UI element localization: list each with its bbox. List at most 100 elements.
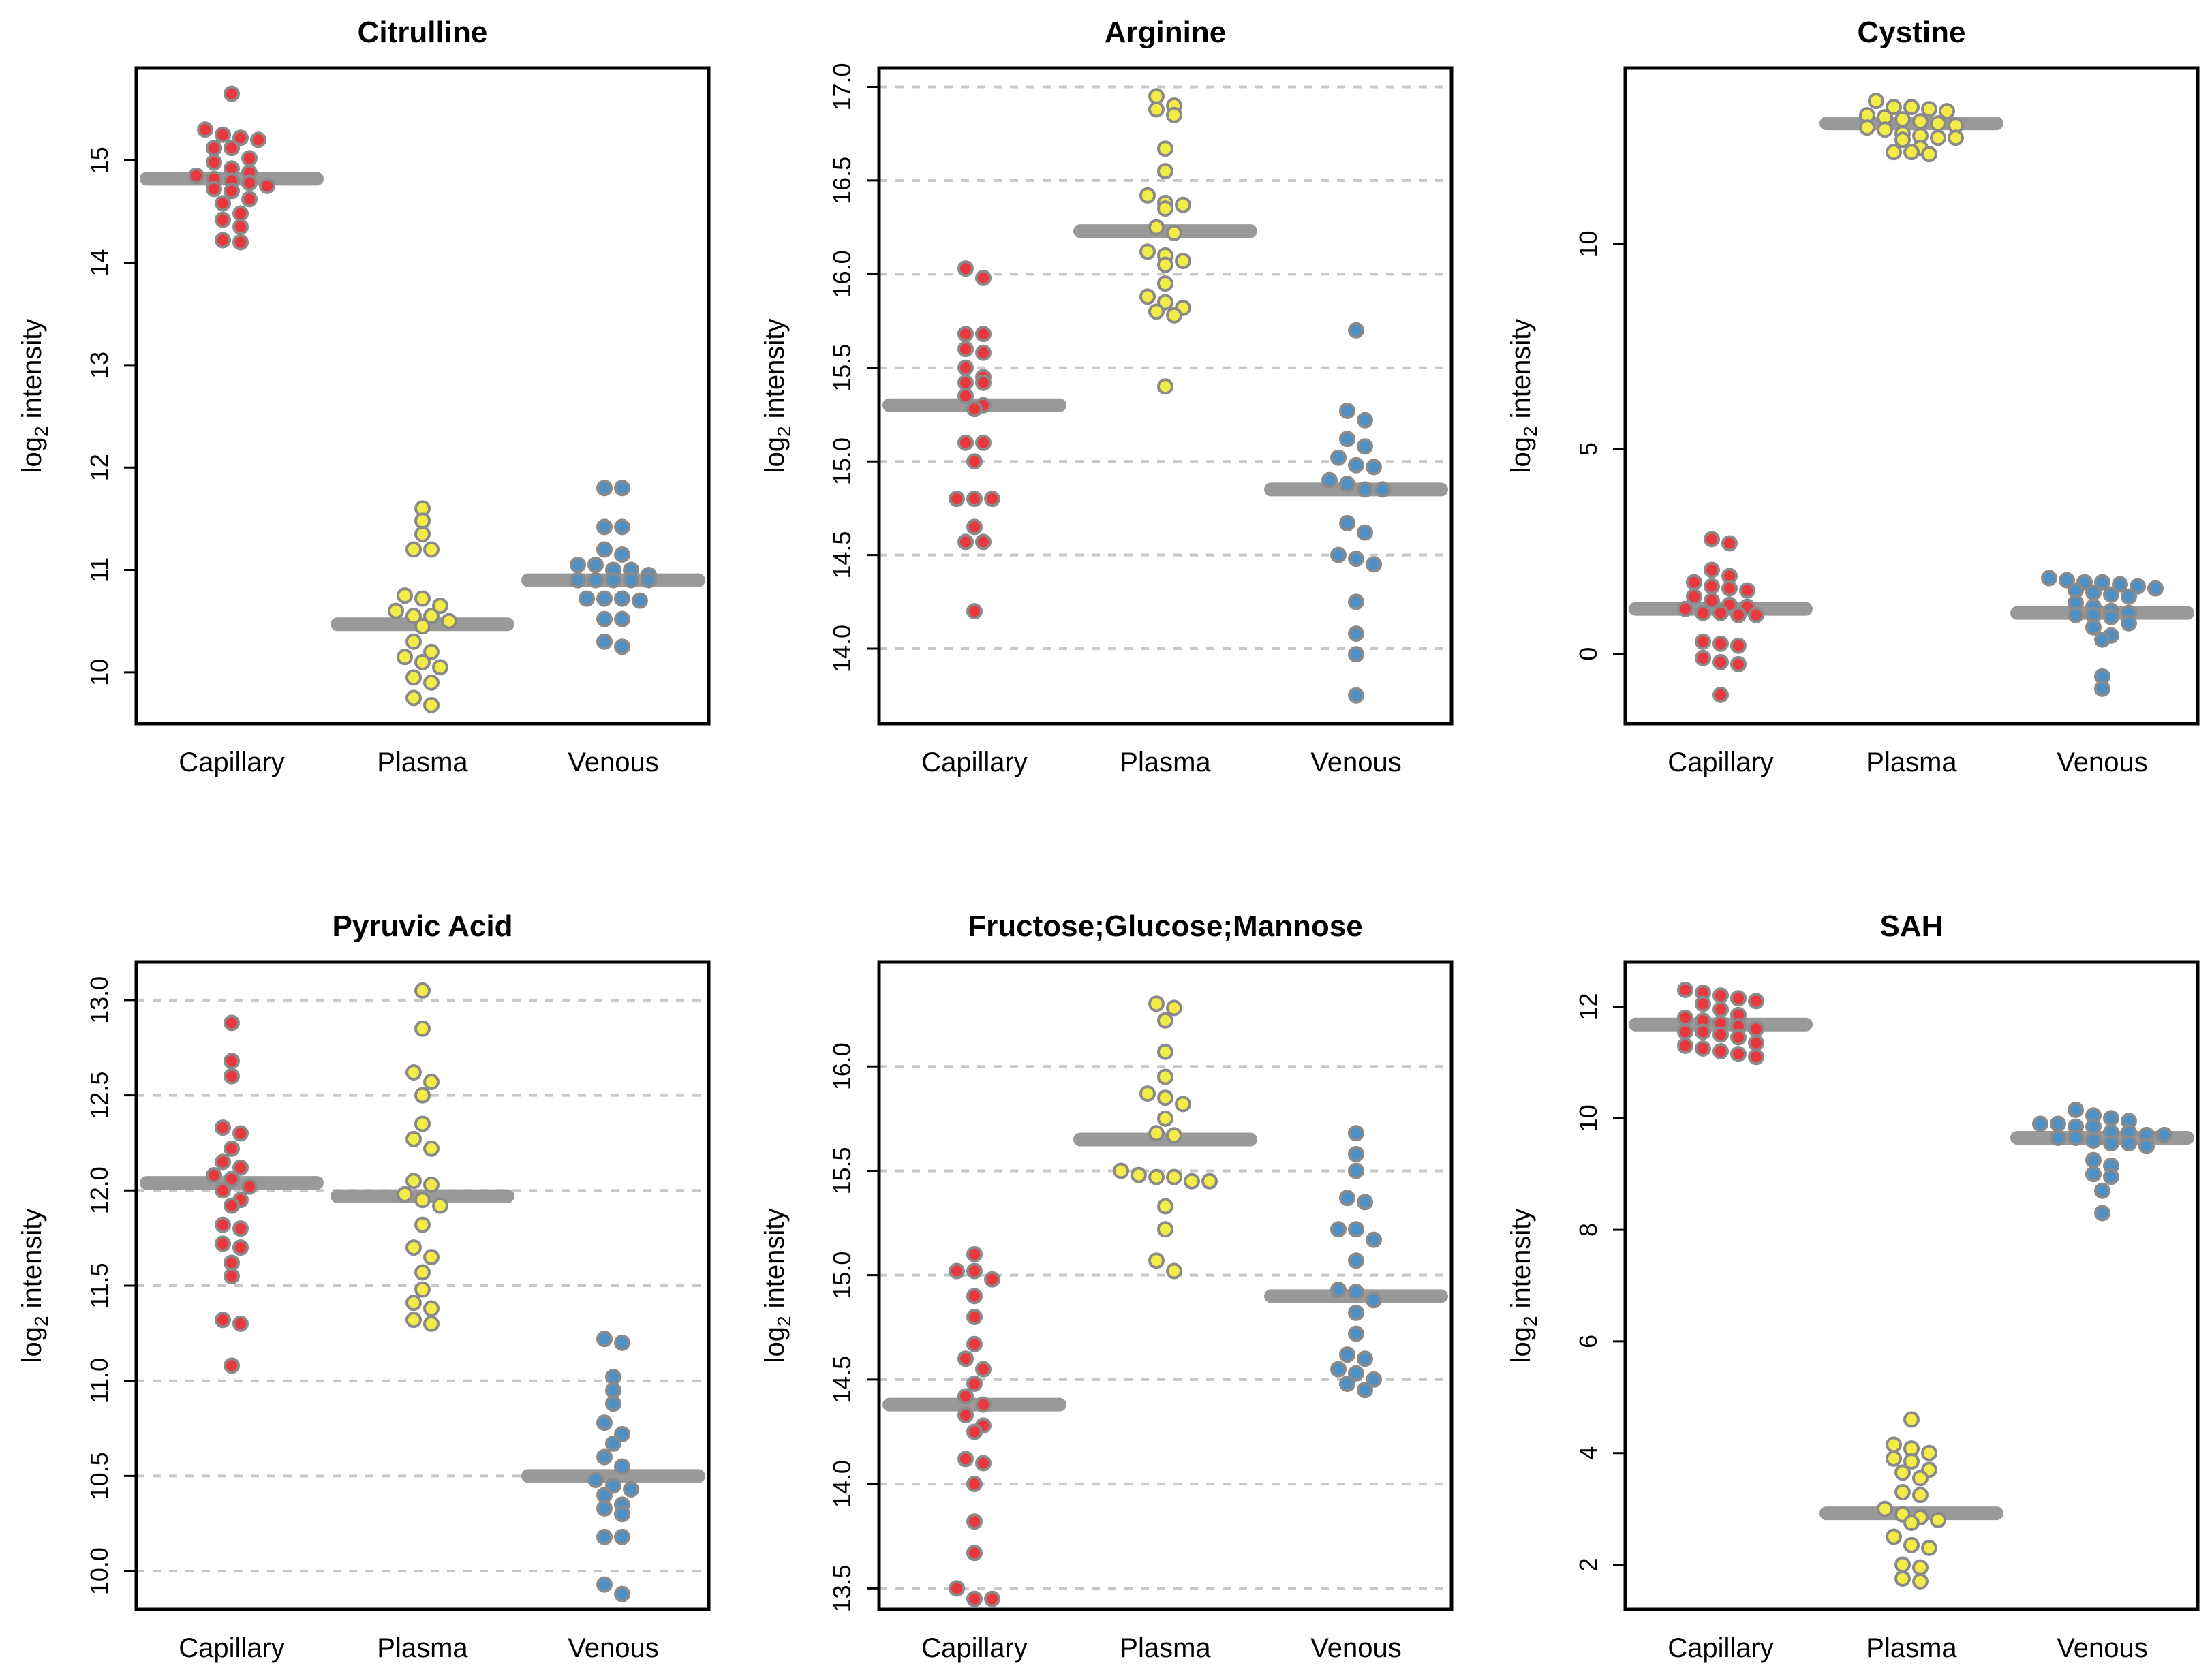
data-point-capillary (957, 1407, 974, 1423)
data-point-plasma (414, 525, 431, 542)
data-point-plasma (414, 590, 431, 607)
data-point-plasma (1175, 1096, 1191, 1113)
data-point-plasma (1148, 101, 1165, 118)
data-point-venous (1339, 431, 1355, 448)
data-point-plasma (1912, 1487, 1929, 1504)
data-point-plasma (414, 1192, 431, 1209)
data-point-plasma (1912, 1470, 1929, 1487)
data-point-capillary (984, 1590, 1000, 1607)
data-point-capillary (215, 1153, 231, 1171)
data-point-capillary (1748, 993, 1764, 1010)
x-tick-label: Plasma (1866, 747, 1957, 777)
data-point-plasma (1157, 200, 1173, 217)
data-point-plasma (1139, 243, 1156, 260)
data-point-plasma (1166, 1168, 1182, 1185)
data-point-capillary (957, 374, 974, 391)
data-point-plasma (1921, 1539, 1937, 1556)
data-point-venous (1366, 1371, 1382, 1388)
data-point-plasma (441, 613, 457, 630)
data-point-plasma (1886, 1436, 1902, 1453)
x-tick-label: Venous (1310, 1633, 1401, 1663)
data-point-plasma (1157, 1089, 1173, 1106)
data-point-capillary (966, 1246, 983, 1263)
data-point-capillary (984, 1271, 1000, 1288)
data-point-venous (1366, 1231, 1382, 1248)
data-point-venous (2103, 1135, 2119, 1152)
data-point-plasma (1157, 378, 1173, 395)
data-point-capillary (224, 1197, 240, 1214)
x-tick-label: Capillary (179, 1633, 285, 1663)
y-tick-label: 10 (1574, 231, 1602, 258)
data-point-plasma (405, 633, 422, 650)
data-point-plasma (1157, 275, 1173, 292)
data-point-capillary (1712, 653, 1729, 670)
data-point-plasma (405, 1130, 422, 1147)
data-point-venous (2068, 1129, 2084, 1146)
data-point-plasma (1912, 1573, 1929, 1590)
data-point-venous (596, 1414, 613, 1431)
data-point-capillary (1712, 686, 1729, 703)
data-point-capillary (215, 1235, 231, 1252)
data-point-venous (2103, 608, 2119, 625)
data-point-plasma (1886, 1528, 1902, 1545)
data-point-venous (614, 1506, 630, 1523)
data-point-capillary (224, 85, 240, 102)
y-tick-label: 6 (1574, 1335, 1602, 1348)
data-point-capillary (1677, 1009, 1693, 1026)
data-point-plasma (1894, 1464, 1911, 1481)
y-tick-label: 15.0 (828, 1252, 856, 1299)
panel-arginine: Arginine 14.0 14.5 15.0 15.5 16.0 16.5 17.0 log2… (760, 16, 1454, 777)
data-point-plasma (1139, 1085, 1156, 1102)
y-tick-label: 8 (1574, 1223, 1602, 1237)
y-tick-label: 11.5 (85, 1262, 113, 1308)
data-point-venous (1330, 546, 1347, 563)
data-point-venous (1330, 1221, 1347, 1238)
data-point-plasma (405, 1312, 422, 1329)
data-point-capillary (206, 154, 222, 171)
y-tick-label: 16.5 (828, 157, 856, 204)
data-point-capillary (949, 491, 965, 508)
data-point-plasma (423, 696, 440, 713)
data-point-plasma (1912, 1559, 1929, 1576)
data-point-venous (1374, 481, 1391, 498)
data-point-venous (1348, 1145, 1364, 1162)
data-point-capillary (966, 1513, 983, 1530)
data-point-capillary (1677, 981, 1693, 998)
data-point-plasma (405, 1295, 422, 1312)
data-point-plasma (1921, 101, 1937, 118)
data-point-venous (1348, 1304, 1364, 1321)
y-axis-label: log2 intensity (17, 1209, 52, 1363)
data-point-capillary (975, 1396, 992, 1413)
x-tick-label: Venous (1310, 747, 1401, 777)
data-point-capillary (241, 174, 258, 191)
data-point-venous (1348, 322, 1364, 339)
data-point-capillary (1695, 1040, 1711, 1057)
x-tick-label: Plasma (1120, 747, 1211, 777)
data-point-venous (1366, 459, 1382, 476)
data-point-venous (614, 590, 630, 607)
data-point-plasma (1157, 1068, 1173, 1085)
data-point-venous (614, 610, 630, 627)
data-point-capillary (966, 401, 983, 418)
data-point-capillary (215, 1119, 231, 1136)
data-point-plasma (1868, 93, 1884, 110)
x-tick-label: Capillary (1668, 1633, 1774, 1663)
y-tick-label: 17.0 (828, 63, 856, 110)
data-point-capillary (1721, 580, 1738, 597)
data-point-plasma (1166, 1262, 1182, 1280)
data-point-capillary (224, 1053, 240, 1070)
data-point-plasma (1148, 88, 1165, 105)
data-point-plasma (1894, 1570, 1911, 1587)
data-point-venous (614, 1334, 630, 1351)
data-point-venous (1348, 687, 1364, 704)
data-point-venous (2085, 1118, 2102, 1135)
data-point-capillary (1686, 588, 1702, 605)
data-point-plasma (1148, 303, 1165, 320)
data-point-venous (2156, 1126, 2172, 1143)
x-tick-label: Plasma (1866, 1633, 1957, 1663)
x-tick-label: Plasma (1120, 1633, 1211, 1663)
data-point-capillary (957, 1388, 974, 1405)
data-point-venous (614, 1458, 630, 1475)
x-tick-label: Venous (2057, 1633, 2147, 1663)
panel-title: Cystine (1858, 16, 1966, 49)
